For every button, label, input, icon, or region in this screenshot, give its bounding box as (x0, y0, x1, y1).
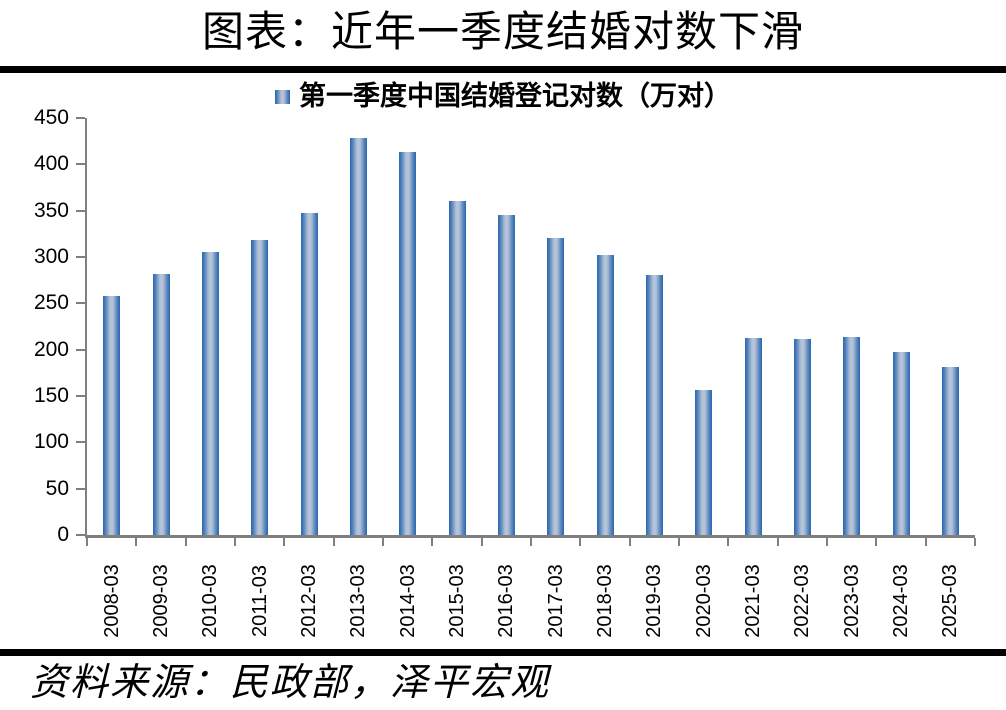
y-axis-tick-label: 400 (33, 152, 69, 176)
y-axis-tick (76, 209, 85, 212)
bar-2024-03 (892, 352, 910, 535)
x-axis-tick (431, 538, 434, 546)
x-axis-tick (579, 538, 582, 546)
bar-2008-03 (103, 295, 121, 535)
x-axis-tick (86, 538, 88, 546)
bar-2020-03 (695, 390, 713, 535)
x-axis-tick (924, 538, 927, 546)
x-axis-tick (530, 538, 532, 546)
x-axis-tick-label: 2018-03 (594, 564, 616, 638)
x-axis-tick (678, 538, 680, 546)
x-axis-tick (283, 538, 286, 546)
y-axis-tick-label: 300 (33, 245, 69, 268)
bar-2023-03 (843, 336, 861, 535)
bar-2012-03 (300, 213, 318, 535)
legend-series-marker-icon (275, 90, 290, 104)
y-axis-tick-label: 0 (57, 523, 69, 546)
x-axis-tick (875, 538, 878, 546)
y-axis-tick (76, 163, 85, 166)
bar-2010-03 (201, 252, 219, 535)
bar-2022-03 (793, 339, 811, 535)
x-axis-tick (184, 538, 187, 546)
x-axis-tick-label: 2013-03 (347, 564, 370, 638)
legend-label: 第一季度中国结婚登记对数（万对） (299, 81, 731, 112)
y-axis-tick (76, 441, 85, 444)
bottom-divider (0, 649, 1006, 656)
x-axis-tick-label: 2009-03 (150, 564, 172, 638)
x-axis-tick-label: 2022-03 (791, 564, 814, 638)
x-axis-tick-label: 2014-03 (396, 564, 419, 638)
x-axis-tick-label: 2015-03 (446, 564, 468, 638)
y-axis-tick (76, 487, 85, 490)
bar-2019-03 (645, 274, 663, 535)
x-axis-tick-label: 2025-03 (939, 564, 962, 638)
y-axis-tick-label: 150 (33, 384, 69, 407)
bar-2015-03 (448, 201, 466, 535)
x-axis-tick (628, 538, 631, 546)
y-axis-tick (76, 534, 85, 536)
x-axis-tick-label: 2019-03 (643, 564, 666, 638)
x-axis-tick (382, 538, 384, 546)
y-axis-tick (76, 117, 85, 119)
y-axis-tick-label: 450 (33, 106, 69, 129)
x-axis-tick-label: 2016-03 (495, 564, 518, 638)
x-axis-tick-label: 2011-03 (248, 565, 271, 637)
x-axis-tick-label: 2017-03 (544, 564, 567, 638)
x-axis-tick (727, 538, 730, 546)
y-axis-tick (76, 348, 85, 351)
x-axis-tick-label: 2012-03 (298, 564, 320, 638)
y-axis-tick (76, 395, 85, 397)
y-axis-tick (76, 256, 85, 258)
source-note: 资料来源：民政部，泽平宏观 (30, 660, 551, 704)
legend: 第一季度中国结婚登记对数（万对） (0, 82, 1006, 112)
bar-2013-03 (349, 138, 367, 535)
x-axis-tick-label: 2023-03 (840, 564, 863, 638)
bar-2014-03 (399, 152, 417, 535)
y-axis-tick (76, 302, 85, 305)
x-axis-tick (234, 538, 236, 546)
x-axis-tick (135, 538, 138, 546)
x-axis-tick-label: 2010-03 (199, 564, 222, 638)
bar-2025-03 (941, 367, 959, 535)
x-axis-tick (776, 538, 779, 546)
top-divider (0, 66, 1006, 73)
x-axis-tick-label: 2021-03 (742, 564, 764, 638)
bar-2018-03 (596, 255, 614, 535)
bar-2016-03 (497, 215, 515, 535)
y-axis-tick-label: 350 (33, 198, 69, 222)
y-axis-tick-label: 50 (45, 476, 69, 500)
bar-2017-03 (547, 238, 565, 535)
y-axis-tick-label: 200 (33, 337, 69, 361)
bar-2011-03 (251, 240, 269, 535)
y-axis-tick-label: 100 (33, 430, 69, 454)
plot-area: 0 50 100 150 200 250 300 350 400 450 2008-03 2009-0… (34, 107, 976, 638)
x-axis-tick-label: 2020-03 (692, 564, 715, 638)
x-axis-tick-label: 2024-03 (890, 564, 912, 638)
x-axis-tick (974, 538, 976, 546)
x-axis-tick-label: 2008-03 (100, 564, 123, 638)
x-axis-tick (826, 538, 828, 546)
x-axis-tick (480, 538, 483, 546)
bar-2021-03 (744, 337, 762, 535)
bar-2009-03 (152, 273, 170, 535)
y-axis-tick-label: 250 (33, 291, 69, 315)
x-axis-tick (332, 538, 335, 546)
page-title: 图表：近年一季度结婚对数下滑 (201, 7, 804, 56)
